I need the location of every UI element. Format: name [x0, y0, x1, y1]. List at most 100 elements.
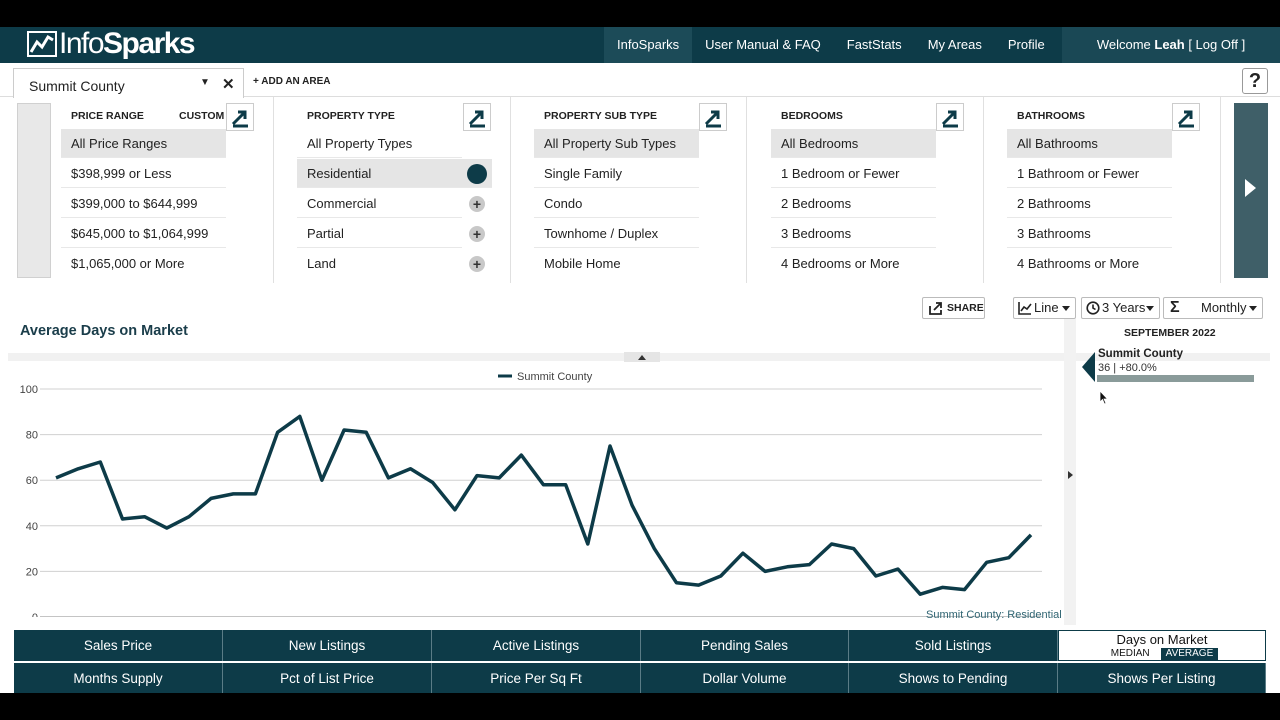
nav-link-infosparks[interactable]: InfoSparks: [604, 27, 693, 63]
tab-months-supply[interactable]: Months Supply: [14, 663, 223, 693]
share-label: SHARE: [947, 302, 984, 314]
filter-item[interactable]: 1 Bathroom or Fewer: [1007, 159, 1172, 188]
filter-item[interactable]: Land: [307, 256, 336, 271]
scroll-right-arrow-icon[interactable]: [1245, 179, 1256, 197]
filter-item[interactable]: All Bathrooms: [1007, 129, 1172, 158]
nav-link-faststats[interactable]: FastStats: [846, 37, 902, 52]
filter-property-type: PROPERTY TYPE All Property Types Residen…: [297, 97, 497, 285]
tab-sales-price[interactable]: Sales Price: [14, 630, 223, 661]
tab-days-on-market-label: Days on Market: [1116, 632, 1208, 647]
sigma-icon: Σ: [1170, 299, 1180, 316]
popout-icon[interactable]: [226, 103, 254, 131]
tab-sold-listings[interactable]: Sold Listings: [849, 630, 1058, 661]
nav-link-profile[interactable]: Profile: [1007, 37, 1045, 52]
filter-item[interactable]: Townhome / Duplex: [534, 219, 699, 248]
share-button[interactable]: SHARE: [922, 297, 985, 319]
chevron-down-icon: [1249, 306, 1257, 311]
filter-scroll-left[interactable]: [17, 103, 51, 278]
area-close-icon[interactable]: ✕: [222, 76, 235, 93]
welcome-message: Welcome Leah [ Log Off ]: [1062, 27, 1280, 63]
add-subfilter-icon[interactable]: +: [469, 226, 485, 242]
area-tab[interactable]: Summit County ▼ ✕: [13, 68, 244, 98]
filter-item[interactable]: $645,000 to $1,064,999: [61, 219, 226, 248]
area-name: Summit County: [29, 78, 125, 94]
filter-item[interactable]: $1,065,000 or More: [71, 256, 185, 271]
filter-title: PROPERTY TYPE: [307, 110, 395, 122]
add-area-button[interactable]: + ADD AN AREA: [253, 76, 331, 87]
selected-dot-icon[interactable]: [467, 164, 487, 184]
y-tick-label: 80: [26, 430, 38, 442]
filter-item[interactable]: Single Family: [534, 159, 699, 188]
add-subfilter-icon[interactable]: +: [469, 256, 485, 272]
chart-type-select[interactable]: Line: [1013, 297, 1076, 319]
legend-label: Summit County: [517, 371, 593, 383]
popout-icon[interactable]: [1172, 103, 1200, 131]
popout-icon[interactable]: [463, 103, 491, 131]
filter-item[interactable]: All Bedrooms: [771, 129, 936, 158]
custom-price-button[interactable]: CUSTOM: [179, 110, 225, 122]
chart-title: Average Days on Market: [20, 323, 188, 339]
clock-icon: [1086, 301, 1100, 315]
infosparks-logo[interactable]: InfoSparks: [27, 27, 196, 60]
tab-new-listings[interactable]: New Listings: [223, 630, 432, 661]
filter-panel: PRICE RANGE CUSTOM All Price Ranges $398…: [0, 97, 1280, 362]
filter-item[interactable]: 1 Bedroom or Fewer: [771, 159, 936, 188]
time-range-select[interactable]: 3 Years: [1081, 297, 1160, 319]
log-off-link[interactable]: [ Log Off ]: [1184, 37, 1246, 52]
popout-icon[interactable]: [699, 103, 727, 131]
series-line: [55, 414, 1033, 596]
filter-item[interactable]: All Property Sub Types: [534, 129, 699, 158]
time-range-value: 3 Years: [1102, 300, 1146, 315]
area-dropdown-icon[interactable]: ▼: [200, 77, 210, 88]
filter-item[interactable]: 3 Bathrooms: [1007, 219, 1172, 248]
filter-bedrooms: BEDROOMS All Bedrooms 1 Bedroom or Fewer…: [771, 97, 971, 285]
popout-icon[interactable]: [936, 103, 964, 131]
pointer-icon: [1082, 352, 1095, 382]
side-panel-bar: [1097, 375, 1254, 382]
nav-link-user-manual[interactable]: User Manual & FAQ: [705, 37, 821, 52]
filter-item[interactable]: Mobile Home: [544, 256, 621, 271]
filter-item[interactable]: Condo: [534, 189, 699, 218]
filter-divider: [983, 97, 984, 283]
tab-pending-sales[interactable]: Pending Sales: [641, 630, 849, 661]
nav-links: InfoSparks User Manual & FAQ FastStats M…: [604, 27, 1058, 63]
filter-item[interactable]: All Price Ranges: [61, 129, 226, 158]
nav-link-my-areas[interactable]: My Areas: [927, 37, 982, 52]
tab-days-on-market[interactable]: Days on Market MEDIAN AVERAGE: [1058, 630, 1266, 661]
filter-item[interactable]: $398,999 or Less: [61, 159, 226, 188]
line-chart: 0204060801001-20191-20201-20211-2022Summ…: [20, 371, 1042, 617]
line-chart-icon: [1018, 302, 1032, 315]
tab-shows-to-pending[interactable]: Shows to Pending: [849, 663, 1058, 693]
collapse-up-icon[interactable]: [638, 355, 646, 360]
filter-item[interactable]: 4 Bathrooms or More: [1017, 256, 1140, 271]
tab-pct-of-list-price[interactable]: Pct of List Price: [223, 663, 432, 693]
y-tick-label: 100: [20, 384, 38, 396]
average-toggle[interactable]: AVERAGE: [1160, 648, 1219, 660]
filter-title: PRICE RANGE: [71, 110, 144, 122]
filter-item[interactable]: Commercial: [297, 189, 462, 218]
filter-divider: [1220, 97, 1221, 283]
filter-item[interactable]: All Property Types: [297, 129, 462, 158]
y-tick-label: 40: [26, 521, 38, 533]
tab-active-listings[interactable]: Active Listings: [432, 630, 641, 661]
filter-item[interactable]: $399,000 to $644,999: [61, 189, 226, 218]
y-tick-label: 0: [32, 612, 38, 617]
filter-item[interactable]: 4 Bedrooms or More: [781, 256, 900, 271]
add-subfilter-icon[interactable]: +: [469, 196, 485, 212]
filter-item[interactable]: 2 Bathrooms: [1007, 189, 1172, 218]
filter-item[interactable]: 2 Bedrooms: [771, 189, 936, 218]
tab-price-per-sq-ft[interactable]: Price Per Sq Ft: [432, 663, 641, 693]
filter-item[interactable]: Partial: [297, 219, 462, 248]
side-panel-month: SEPTEMBER 2022: [1124, 327, 1216, 339]
filter-item[interactable]: Residential: [297, 159, 492, 188]
y-tick-label: 60: [26, 475, 38, 487]
median-toggle[interactable]: MEDIAN: [1110, 648, 1150, 659]
tab-shows-per-listing[interactable]: Shows Per Listing: [1058, 663, 1266, 693]
share-icon: [929, 302, 942, 315]
interval-select[interactable]: Σ Monthly: [1163, 297, 1263, 319]
filter-item[interactable]: 3 Bedrooms: [771, 219, 936, 248]
tab-dollar-volume[interactable]: Dollar Volume: [641, 663, 849, 693]
help-button[interactable]: ?: [1242, 68, 1268, 94]
expand-right-icon[interactable]: [1068, 471, 1073, 479]
logo-text: InfoSparks: [59, 27, 196, 60]
